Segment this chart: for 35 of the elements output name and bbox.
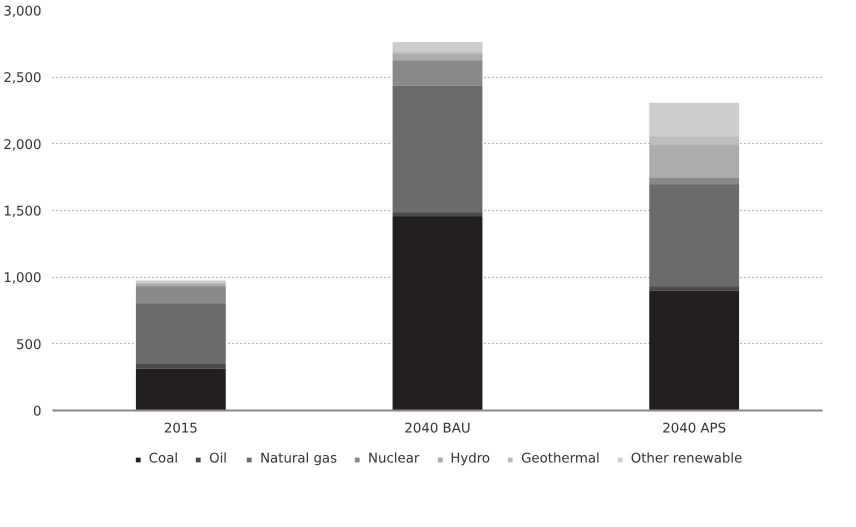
bar bbox=[136, 283, 226, 286]
bar bbox=[649, 102, 740, 136]
bar bbox=[649, 136, 740, 145]
bar bbox=[136, 364, 226, 369]
legend-label: Geothermal bbox=[521, 452, 600, 466]
bar bbox=[649, 184, 740, 286]
bar bbox=[649, 178, 740, 184]
bar bbox=[649, 286, 740, 291]
y-tick-label: 500 bbox=[16, 338, 42, 353]
bar bbox=[136, 368, 226, 410]
bar bbox=[649, 144, 740, 178]
bar bbox=[392, 60, 482, 86]
y-tick-label: 1,500 bbox=[3, 204, 42, 220]
x-tick-label: 2015 bbox=[164, 422, 198, 436]
bar bbox=[392, 42, 482, 52]
x-tick-label: 2040 BAU bbox=[404, 422, 471, 436]
legend-label: Other renewable bbox=[630, 452, 742, 466]
bar bbox=[136, 286, 226, 304]
bar bbox=[392, 216, 482, 410]
legend-label: Nuclear bbox=[368, 452, 420, 466]
legend-label: Hydro bbox=[450, 452, 490, 466]
bar bbox=[392, 54, 482, 60]
legend-label: Coal bbox=[148, 452, 178, 466]
legend-label: Natural gas bbox=[260, 452, 338, 466]
y-tick-label: 2,000 bbox=[3, 138, 42, 153]
y-tick-label: 1,000 bbox=[3, 271, 42, 286]
bar bbox=[136, 303, 226, 364]
bar bbox=[392, 86, 482, 212]
bar bbox=[392, 212, 482, 216]
y-tick-label: 3,000 bbox=[3, 4, 42, 20]
legend-label: Oil bbox=[209, 452, 228, 466]
y-tick-label: 0 bbox=[33, 404, 42, 420]
bar bbox=[649, 290, 740, 410]
y-tick-label: 2,500 bbox=[3, 71, 42, 86]
x-tick-label: 2040 APS bbox=[662, 422, 726, 436]
